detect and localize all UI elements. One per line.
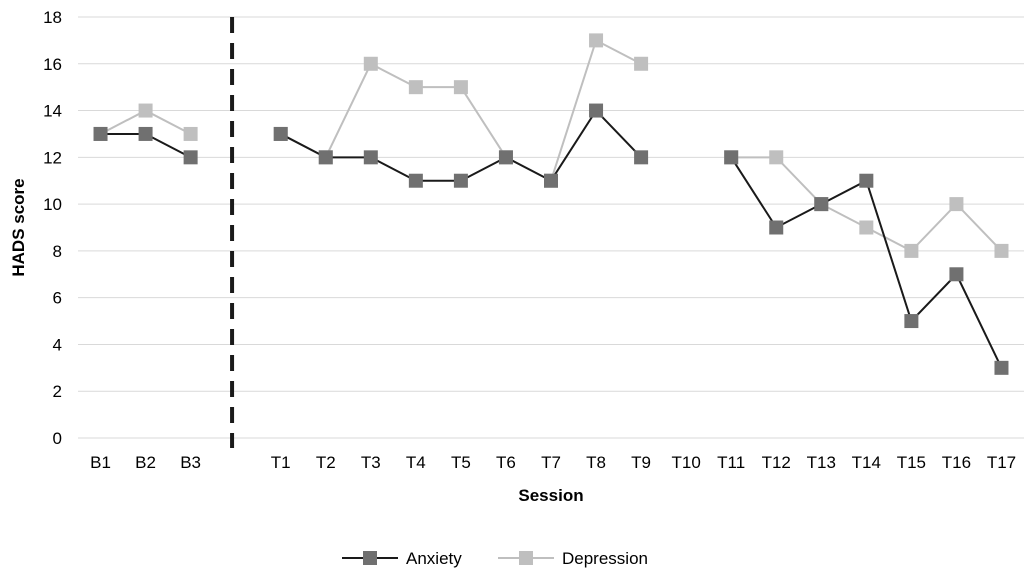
data-point-anxiety — [138, 126, 153, 141]
x-tick-label: T3 — [361, 453, 381, 472]
legend-swatch-marker — [519, 551, 533, 565]
grid-layer — [78, 16, 1024, 439]
x-tick-label: T15 — [897, 453, 926, 472]
y-axis-title: HADS score — [9, 178, 28, 276]
x-tick-label: B1 — [90, 453, 111, 472]
data-point-depression — [904, 243, 919, 258]
x-tick-label: T4 — [406, 453, 426, 472]
legend: Anxiety Depression — [342, 549, 648, 568]
series-layer — [93, 33, 1009, 375]
legend-item-depression: Depression — [498, 549, 648, 568]
data-point-depression — [769, 150, 784, 165]
data-point-anxiety — [904, 314, 919, 329]
x-tick-label: T2 — [316, 453, 336, 472]
x-tick-label: T10 — [671, 453, 700, 472]
series-line-anxiety — [730, 156, 1003, 369]
data-point-anxiety — [634, 150, 649, 165]
data-point-anxiety — [408, 173, 423, 188]
data-point-anxiety — [93, 126, 108, 141]
series-line-anxiety — [280, 108, 642, 183]
data-point-anxiety — [724, 150, 739, 165]
x-tick-label: T13 — [807, 453, 836, 472]
data-point-depression — [859, 220, 874, 235]
x-axis-title: Session — [518, 486, 583, 505]
y-tick-label: 0 — [53, 429, 62, 448]
data-point-anxiety — [949, 267, 964, 282]
data-point-depression — [634, 56, 649, 71]
x-tick-label: T6 — [496, 453, 516, 472]
data-point-anxiety — [498, 150, 513, 165]
legend-item-anxiety: Anxiety — [342, 549, 462, 568]
x-tick-label: T17 — [987, 453, 1016, 472]
x-axis: B1 B2 B3 T1 T2 T3 T4 T5 T6 T7 T8 T9 T10 T11 T12 T13 T14 T… — [90, 453, 1016, 472]
legend-swatch-marker — [363, 551, 377, 565]
data-point-anxiety — [544, 173, 558, 188]
y-tick-label: 18 — [43, 8, 62, 27]
series-depression — [93, 33, 1009, 258]
data-point-anxiety — [589, 103, 604, 118]
y-tick-label: 12 — [43, 148, 62, 167]
data-point-anxiety — [318, 150, 333, 165]
data-point-anxiety — [814, 197, 829, 212]
y-tick-label: 16 — [43, 55, 62, 74]
data-point-depression — [363, 56, 378, 71]
data-point-anxiety — [994, 360, 1009, 375]
data-point-depression — [138, 103, 153, 118]
y-tick-label: 6 — [53, 289, 62, 308]
x-tick-label: T8 — [586, 453, 606, 472]
data-point-depression — [183, 126, 198, 141]
y-tick-label: 14 — [43, 102, 62, 121]
x-tick-label: B2 — [135, 453, 156, 472]
x-tick-label: T9 — [631, 453, 651, 472]
x-tick-label: T14 — [852, 453, 881, 472]
y-tick-label: 4 — [53, 335, 62, 354]
x-tick-label: T5 — [451, 453, 471, 472]
y-axis: 0 2 4 6 8 10 12 14 16 18 — [43, 8, 62, 448]
data-point-depression — [408, 80, 423, 95]
x-tick-label: T7 — [541, 453, 561, 472]
x-tick-label: T12 — [762, 453, 791, 472]
legend-label: Depression — [562, 549, 648, 568]
y-tick-label: 8 — [53, 242, 62, 261]
data-point-anxiety — [183, 150, 198, 165]
series-anxiety — [93, 103, 1009, 375]
data-point-depression — [589, 33, 604, 48]
data-point-anxiety — [453, 173, 468, 188]
data-point-anxiety — [273, 126, 288, 141]
data-point-anxiety — [769, 220, 784, 235]
x-tick-label: B3 — [180, 453, 201, 472]
data-point-anxiety — [363, 150, 378, 165]
data-point-depression — [994, 243, 1009, 258]
y-tick-label: 2 — [53, 382, 62, 401]
x-tick-label: T16 — [942, 453, 971, 472]
data-point-depression — [949, 197, 964, 212]
data-point-depression — [453, 80, 468, 95]
x-tick-label: T1 — [271, 453, 291, 472]
legend-label: Anxiety — [406, 549, 462, 568]
x-tick-label: T11 — [717, 453, 745, 472]
y-tick-label: 10 — [43, 195, 62, 214]
data-point-anxiety — [859, 173, 874, 188]
